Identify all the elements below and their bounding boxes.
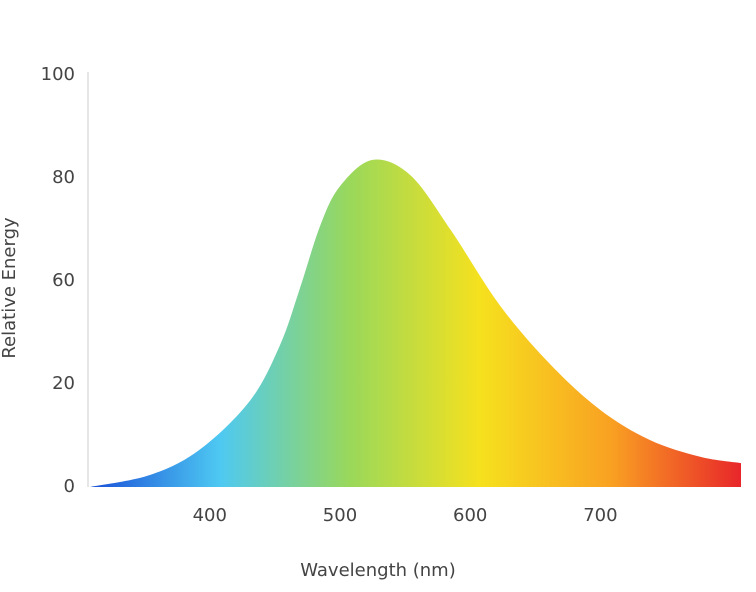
- x-tick-label: 500: [323, 505, 357, 526]
- x-tick-label: 600: [453, 505, 487, 526]
- x-tick-label: 700: [583, 505, 617, 526]
- y-axis-label: Relative Energy: [0, 217, 20, 359]
- spectrum-area: [90, 159, 741, 487]
- y-tick-label: 100: [41, 64, 75, 85]
- x-tick-label: 400: [193, 505, 227, 526]
- y-tick-label: 0: [64, 476, 75, 497]
- x-axis-label: Wavelength (nm): [300, 560, 456, 581]
- y-tick-label: 60: [52, 270, 75, 291]
- y-tick-label: 80: [52, 167, 75, 188]
- y-tick-label: 20: [52, 373, 75, 394]
